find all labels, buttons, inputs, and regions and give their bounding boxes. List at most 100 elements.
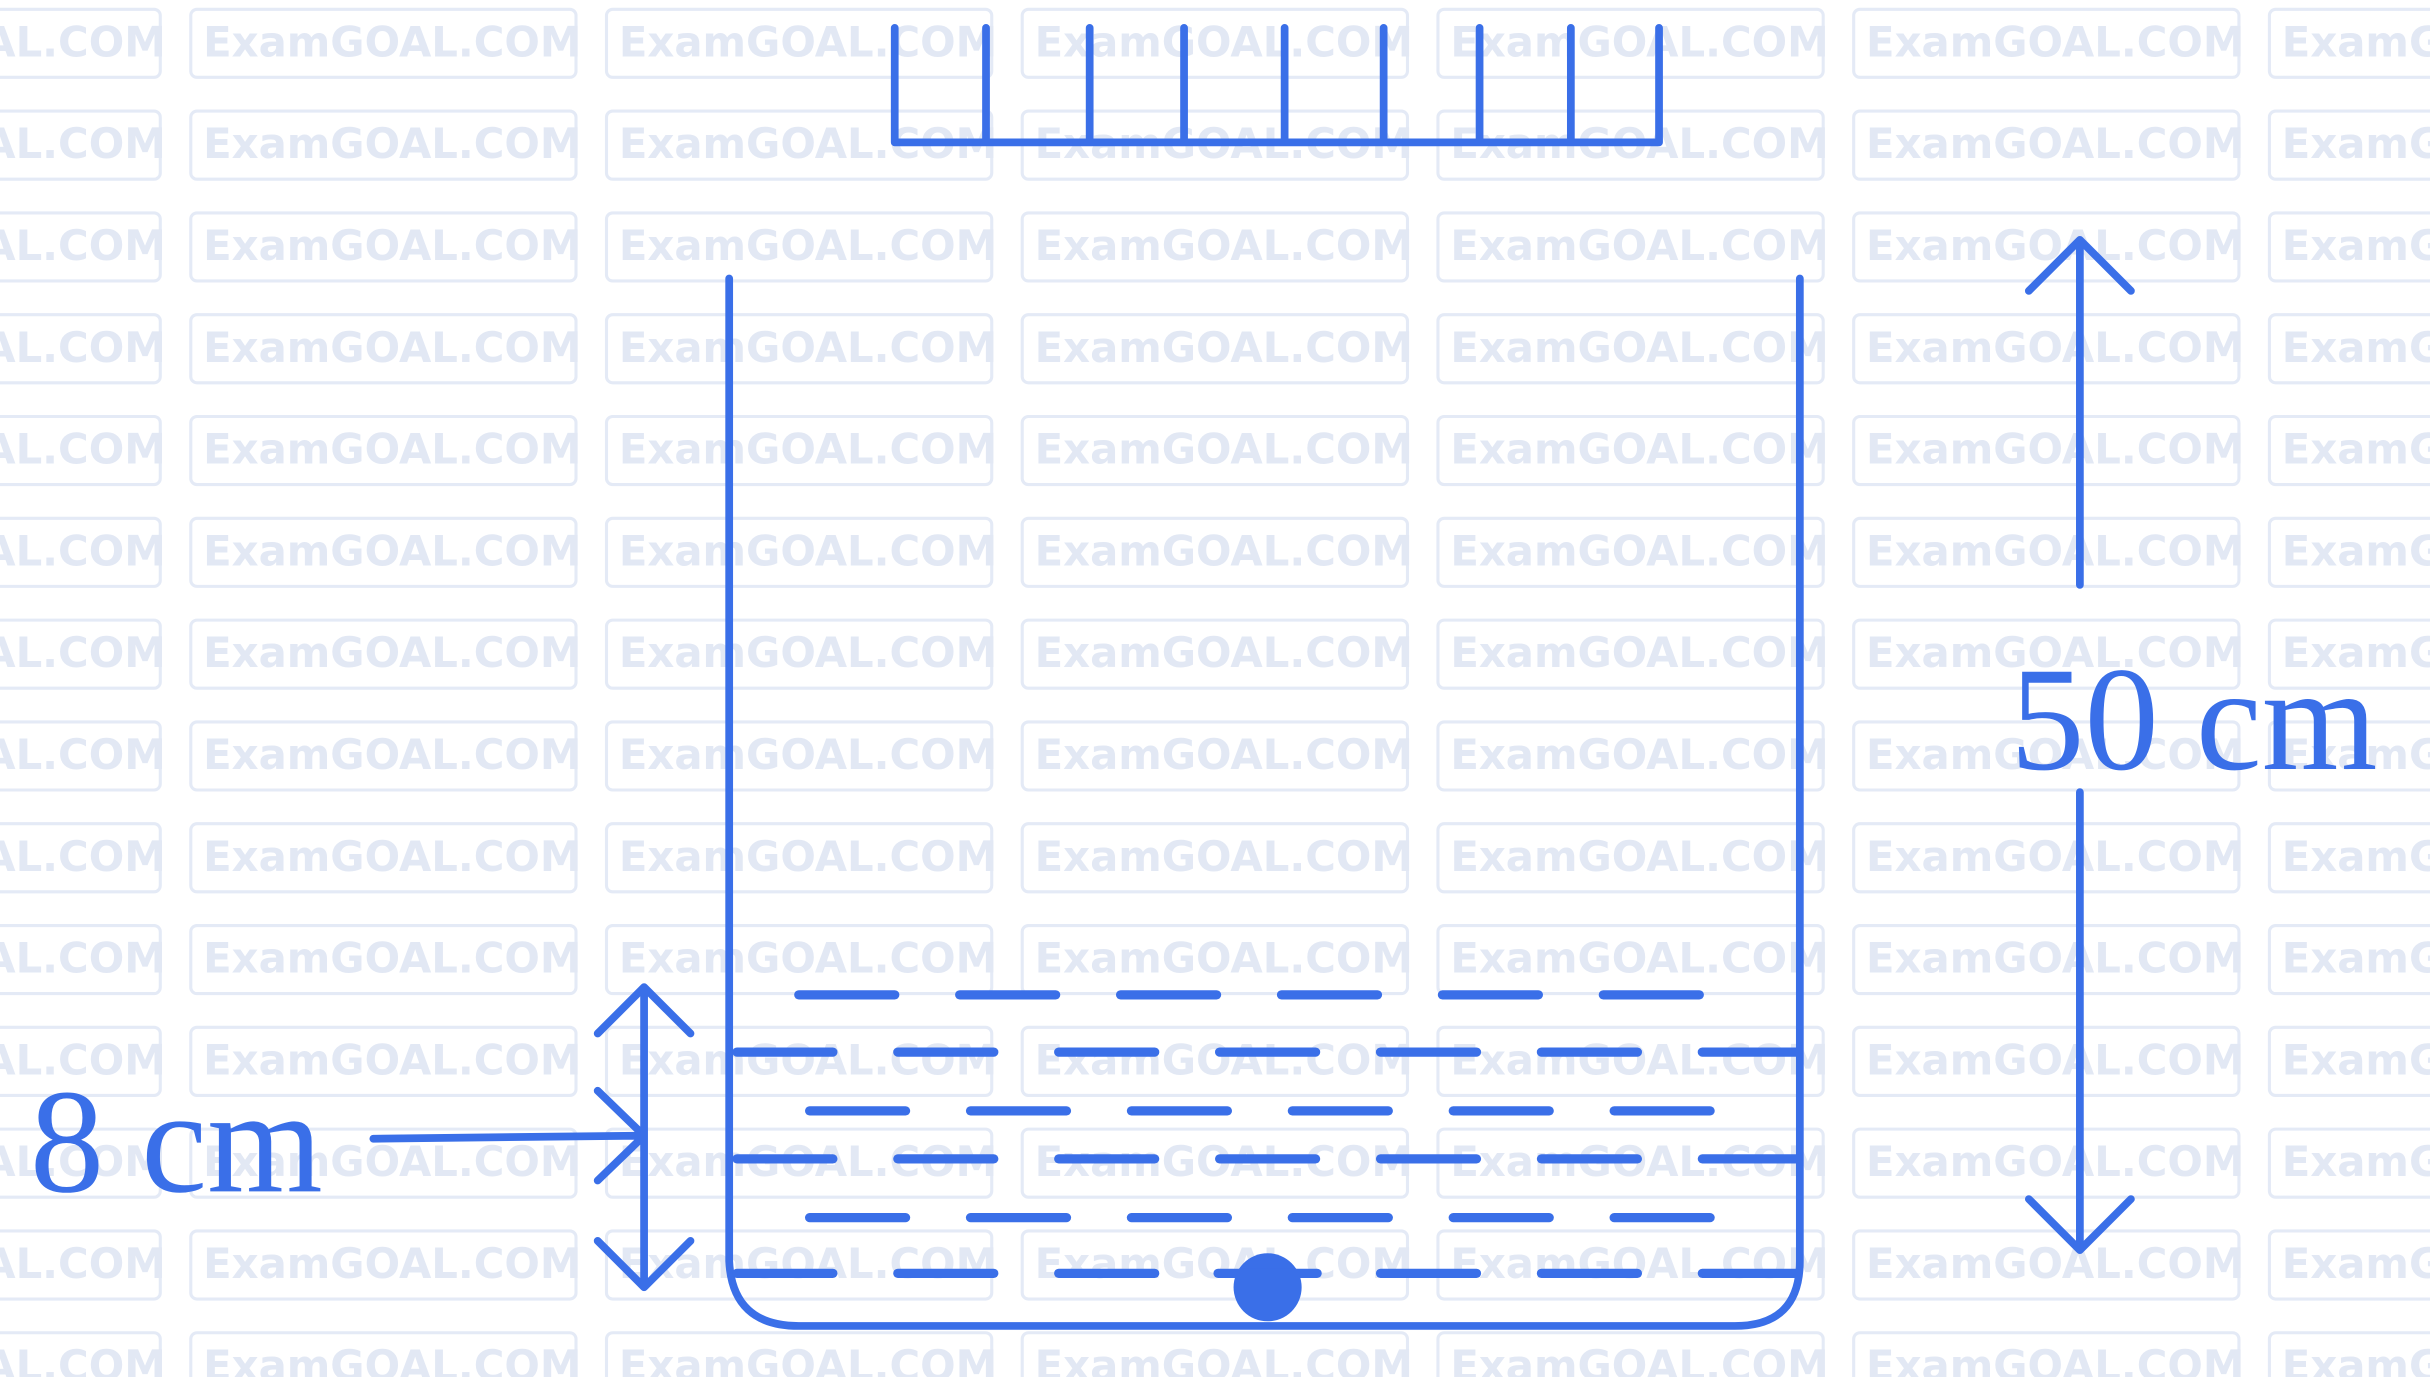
watermark-box xyxy=(1020,414,1410,487)
watermark-box xyxy=(604,1229,994,1301)
watermark-box xyxy=(189,618,578,690)
watermark-box xyxy=(0,1025,162,1097)
watermark-text: ExamGOAL.COM xyxy=(203,1035,581,1084)
watermark-text: ExamGOAL.COM xyxy=(619,730,997,779)
watermark-text: ExamGOAL.COM xyxy=(203,628,581,677)
watermark-text: ExamGOAL.COM xyxy=(1450,526,1828,575)
watermark-text: ExamGOAL.COM xyxy=(1866,1137,2244,1186)
watermark-box xyxy=(1852,822,2241,894)
watermark-text: ExamGOAL.COM xyxy=(0,323,166,372)
watermark-box xyxy=(604,1331,994,1377)
watermark-box xyxy=(1436,1331,1825,1377)
watermark-box xyxy=(1020,822,1410,894)
watermark-text: ExamGOAL.COM xyxy=(1035,526,1413,575)
watermark-box xyxy=(1852,618,2241,690)
watermark-text: ExamGOAL.COM xyxy=(2282,730,2430,779)
watermark-text: ExamGOAL.COM xyxy=(1866,628,2244,677)
watermark-text: ExamGOAL.COM xyxy=(619,425,997,474)
watermark-text: ExamGOAL.COM xyxy=(619,17,997,66)
watermark-box xyxy=(1436,7,1825,79)
watermark-text: ExamGOAL.COM xyxy=(1450,1035,1828,1084)
watermark-text: ExamGOAL.COM xyxy=(1866,730,2244,779)
watermark-box xyxy=(189,1331,578,1377)
watermark-text: ExamGOAL.COM xyxy=(0,1035,166,1084)
watermark-box xyxy=(2267,1229,2430,1301)
watermark-box xyxy=(1020,1331,1410,1377)
watermark-box xyxy=(1852,7,2241,79)
watermark-box xyxy=(189,923,578,996)
watermark-box xyxy=(1020,618,1410,690)
watermark-text: ExamGOAL.COM xyxy=(2282,425,2430,474)
watermark-text: ExamGOAL.COM xyxy=(619,221,997,270)
watermark-box xyxy=(189,109,578,181)
watermark-text: ExamGOAL.COM xyxy=(203,832,581,881)
watermark-box xyxy=(1852,313,2241,385)
watermark-box xyxy=(2267,923,2430,996)
watermark-text: ExamGOAL.COM xyxy=(203,1341,581,1377)
watermark-text: ExamGOAL.COM xyxy=(2282,832,2430,881)
watermark-box xyxy=(0,313,162,385)
watermark-text: ExamGOAL.COM xyxy=(619,323,997,372)
watermark-box xyxy=(1436,1025,1825,1097)
watermark-text: ExamGOAL.COM xyxy=(1450,934,1828,983)
watermark-text: ExamGOAL.COM xyxy=(1450,425,1828,474)
watermark-text: ExamGOAL.COM xyxy=(203,1239,581,1288)
watermark-text: ExamGOAL.COM xyxy=(1866,17,2244,66)
watermark-text: ExamGOAL.COM xyxy=(2282,221,2430,270)
watermark-box xyxy=(0,7,162,79)
watermark-box xyxy=(0,211,162,283)
watermark-text: ExamGOAL.COM xyxy=(2282,1035,2430,1084)
watermark-box xyxy=(189,313,578,385)
watermark-text: ExamGOAL.COM xyxy=(1450,323,1828,372)
watermark-text: ExamGOAL.COM xyxy=(1035,730,1413,779)
watermark-text: ExamGOAL.COM xyxy=(203,221,581,270)
watermark-text: ExamGOAL.COM xyxy=(1866,425,2244,474)
watermark-box xyxy=(604,1025,994,1097)
watermark-box xyxy=(1852,414,2241,487)
watermark-text: ExamGOAL.COM xyxy=(2282,628,2430,677)
watermark-box xyxy=(604,414,994,487)
watermark-box xyxy=(2267,211,2430,283)
ball xyxy=(1213,1253,1322,1322)
watermark-layer: ExamGOAL.COM ExamGOAL.COM ExamGOAL.COM Exam… xyxy=(0,7,2430,1377)
watermark-text: ExamGOAL.COM xyxy=(2282,934,2430,983)
watermark-text: ExamGOAL.COM xyxy=(203,323,581,372)
watermark-text: ExamGOAL.COM xyxy=(0,934,166,983)
watermark-box xyxy=(189,516,578,588)
watermark-box xyxy=(1852,923,2241,996)
watermark-text: ExamGOAL.COM xyxy=(1866,526,2244,575)
watermark-text: ExamGOAL.COM xyxy=(0,1341,166,1377)
watermark-text: ExamGOAL.COM xyxy=(1450,628,1828,677)
watermark-box xyxy=(189,720,578,792)
watermark-box xyxy=(1436,720,1825,792)
watermark-box xyxy=(1852,1025,2241,1097)
watermark-box xyxy=(189,1025,578,1097)
watermark-box xyxy=(0,516,162,588)
watermark-text: ExamGOAL.COM xyxy=(1450,832,1828,881)
watermark-box xyxy=(0,1229,162,1301)
watermark-box xyxy=(0,618,162,690)
watermark-box xyxy=(2267,7,2430,79)
watermark-text: ExamGOAL.COM xyxy=(1866,119,2244,168)
watermark-text: ExamGOAL.COM xyxy=(203,17,581,66)
watermark-text: ExamGOAL.COM xyxy=(1035,628,1413,677)
watermark-text: ExamGOAL.COM xyxy=(1035,221,1413,270)
watermark-text: ExamGOAL.COM xyxy=(0,119,166,168)
watermark-box xyxy=(189,822,578,894)
watermark-text: ExamGOAL.COM xyxy=(1450,1341,1828,1377)
watermark-text: ExamGOAL.COM xyxy=(1035,17,1413,66)
watermark-box xyxy=(2267,313,2430,385)
watermark-box xyxy=(1436,313,1825,385)
watermark-text: ExamGOAL.COM xyxy=(2282,323,2430,372)
watermark-box xyxy=(2267,1127,2430,1199)
watermark-text: ExamGOAL.COM xyxy=(1035,1341,1413,1377)
watermark-box xyxy=(1020,516,1410,588)
watermark-text: ExamGOAL.COM xyxy=(1035,934,1413,983)
watermark-text: ExamGOAL.COM xyxy=(2282,17,2430,66)
watermark-text: ExamGOAL.COM xyxy=(1450,221,1828,270)
watermark-text: ExamGOAL.COM xyxy=(203,934,581,983)
watermark-text: ExamGOAL.COM xyxy=(1866,832,2244,881)
watermark-text: ExamGOAL.COM xyxy=(1035,832,1413,881)
watermark-text: ExamGOAL.COM xyxy=(1866,1035,2244,1084)
